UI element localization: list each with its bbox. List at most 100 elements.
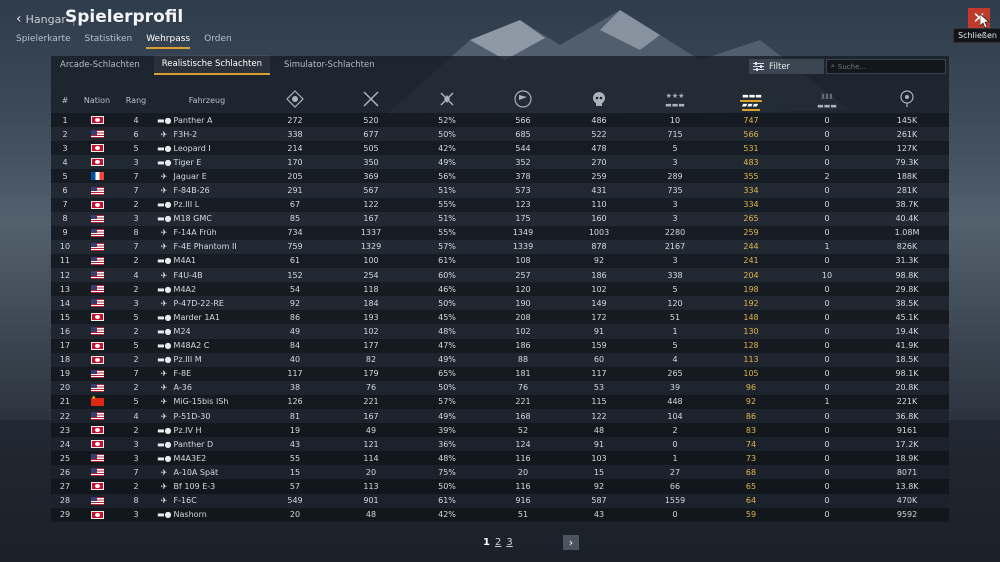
stat-cell: 108	[515, 256, 531, 266]
back-to-hangar-button[interactable]: ‹ Hangar |	[16, 11, 78, 27]
stat-cell: 50%	[438, 298, 456, 308]
col-air-kills[interactable]: ★★★ ▬▬▬	[637, 87, 713, 113]
col-earnings[interactable]	[865, 87, 949, 113]
row-number: 26	[59, 467, 71, 477]
stat-cell: 114	[363, 453, 379, 463]
tab-realistic[interactable]: Realistische Schlachten	[153, 55, 270, 75]
table-row[interactable]: 8 3 ▬● M18 GMC 85 167 51% 175 160 3 265 0 40.4K	[51, 211, 949, 226]
stat-cell: 478	[591, 143, 607, 153]
page-1[interactable]: 1	[483, 537, 490, 548]
page-3[interactable]: 3	[506, 537, 513, 548]
jet-icon: ✈	[160, 171, 168, 181]
nation-cell	[79, 479, 115, 493]
tab-spielerkarte[interactable]: Spielerkarte	[16, 34, 71, 44]
table-row[interactable]: 28 8 ✈ F-16C 549 901 61% 916 587 1559 64 0 470K	[51, 493, 949, 508]
row-number: 11	[59, 256, 71, 266]
nation-cell	[79, 226, 115, 240]
table-row[interactable]: 14 3 ✈ P-47D-22-RE 92 184 50% 190 149 120 192 0 38.…	[51, 296, 949, 311]
table-row[interactable]: 19 7 ✈ F-8E 117 179 65% 181 117 265 105 0 98.1K	[51, 366, 949, 381]
tab-wehrpass[interactable]: Wehrpass	[146, 34, 191, 49]
table-row[interactable]: 24 3 ▬● Panther D 43 121 36% 124 91 0 74 0 17.2K	[51, 437, 949, 452]
table-row[interactable]: 7 2 ▬● Pz.III L 67 122 55% 123 110 3 334 0 38.7K	[51, 197, 949, 212]
jet-icon: ✈	[160, 397, 168, 407]
vehicle-name: F-8E	[173, 369, 192, 379]
stat-cell: 65	[745, 481, 757, 491]
table-row[interactable]: 1 4 ▬● Panther A 272 520 52% 566 486 10 747 0 145K	[51, 113, 949, 128]
col-vehicle[interactable]: Fahrzeug	[188, 95, 226, 105]
stat-cell: 1337	[360, 228, 382, 238]
stat-cell: 0	[824, 510, 830, 520]
col-deaths[interactable]	[561, 87, 637, 113]
vehicle-cell: ▬● Nashorn	[157, 508, 257, 522]
tab-simulator[interactable]: Simulator-Schlachten	[284, 60, 375, 70]
ground-kills-icon: ▬▬▬ ▰▰▰	[740, 92, 762, 111]
next-page-button[interactable]: ›	[563, 535, 579, 550]
table-row[interactable]: 23 2 ▬● Pz.IV H 19 49 39% 52 48 2 83 0 9161	[51, 423, 949, 438]
nation-cell	[79, 395, 115, 409]
nation-cell	[79, 494, 115, 508]
table-row[interactable]: 5 7 ✈ Jaguar E 205 369 56% 378 259 289 355 2 188K	[51, 169, 949, 184]
table-row[interactable]: 18 2 ▬● Pz.III M 40 82 49% 88 60 4 113 0 18.5K	[51, 352, 949, 367]
col-respawns[interactable]	[257, 87, 333, 113]
page-2[interactable]: 2	[494, 537, 502, 548]
stat-cell: 1003	[588, 228, 610, 238]
vehicle-cell: ✈ F-4E Phantom II	[157, 240, 257, 254]
table-row[interactable]: 22 4 ✈ P-51D-30 81 167 49% 168 122 104 86 0 36.8K	[51, 408, 949, 424]
col-naval-kills[interactable]: ⫫⫫⫫ ▬▬▬	[789, 87, 865, 113]
filter-button[interactable]: Filter	[749, 59, 824, 74]
back-label: Hangar	[25, 12, 66, 26]
tab-statistiken[interactable]: Statistiken	[84, 34, 133, 44]
table-row[interactable]: 9 8 ✈ F-14A Früh 734 1337 55% 1349 1003 2280 259 0…	[51, 225, 949, 240]
stat-cell: 18.9K	[895, 453, 919, 463]
table-row[interactable]: 11 2 ▬● M4A1 61 100 61% 108 92 3 241 0 31.3K	[51, 253, 949, 269]
tab-orden[interactable]: Orden	[204, 34, 232, 44]
table-row[interactable]: 16 2 ▬● M24 49 102 48% 102 91 1 130 0 19.4K	[51, 324, 949, 339]
col-rank[interactable]: Rang	[125, 95, 147, 105]
vehicle-cell: ✈ F-8E	[157, 367, 257, 381]
row-number: 10	[59, 242, 71, 252]
table-row[interactable]: 25 3 ▬● M4A3E2 55 114 48% 116 103 1 73 0 18.9K	[51, 451, 949, 466]
vehicle-cell: ▬● Pz.III L	[157, 198, 257, 212]
table-row[interactable]: 3 5 ▬● Leopard I 214 505 42% 544 478 5 531 0 127K	[51, 141, 949, 156]
table-row[interactable]: 13 2 ▬● M4A2 54 118 46% 120 102 5 198 0 29.8K	[51, 282, 949, 297]
stat-cell: 123	[515, 200, 531, 210]
col-nation[interactable]: Nation	[83, 95, 111, 105]
table-row[interactable]: 29 3 ▬● Nashorn 20 48 42% 51 43 0 59 0 9592	[51, 507, 949, 522]
stat-cell: 0	[824, 312, 830, 322]
stat-cell: 0	[824, 298, 830, 308]
stat-cell: 65%	[438, 369, 456, 379]
table-row[interactable]: 27 2 ✈ Bf 109 E-3 57 113 50% 116 92 66 65 0 13.8K	[51, 479, 949, 494]
table-row[interactable]: 17 5 ▬● M48A2 C 84 177 47% 186 159 5 128 0 41.9K	[51, 338, 949, 353]
table-row[interactable]: 2 6 ✈ F3H-2 338 677 50% 685 522 715 566 0 261K	[51, 127, 949, 142]
stat-cell: 41.9K	[895, 341, 919, 351]
stat-cell: 36%	[438, 439, 456, 449]
table-row[interactable]: 10 7 ✈ F-4E Phantom II 759 1329 57% 1339 878 216…	[51, 239, 949, 254]
tank-icon: ▬●	[157, 439, 172, 449]
table-row[interactable]: 15 5 ▬● Marder 1A1 86 193 45% 208 172 51 148 0 45.1…	[51, 310, 949, 325]
col-ground-kills[interactable]: ▬▬▬ ▰▰▰	[713, 87, 789, 113]
stat-cell: 167	[363, 411, 379, 421]
table-row[interactable]: 20 2 ✈ A-36 38 76 50% 76 53 39 96 0 20.8K	[51, 380, 949, 395]
stat-cell: 102	[591, 284, 607, 294]
stat-cell: 281K	[896, 186, 918, 196]
stat-cell: 338	[667, 270, 683, 280]
stat-cell: 369	[363, 171, 379, 181]
rank-cell: 7	[133, 369, 139, 379]
stat-cell: 272	[287, 115, 303, 125]
stat-cell: 0	[824, 129, 830, 139]
table-row[interactable]: 4 3 ▬● Tiger E 170 350 49% 352 270 3 483 0 79.3K	[51, 155, 949, 170]
search-input[interactable]	[837, 62, 938, 71]
col-battles[interactable]	[333, 87, 409, 113]
col-victories[interactable]	[409, 87, 485, 113]
table-row[interactable]: 26 7 ✈ A-10A Spät 15 20 75% 20 15 27 68 0 8071	[51, 465, 949, 480]
de-flag-icon	[90, 116, 104, 125]
stat-cell: 531	[743, 143, 759, 153]
stat-cell: 15	[289, 467, 301, 477]
col-number[interactable]: #	[61, 95, 69, 105]
col-missions[interactable]	[485, 87, 561, 113]
table-row[interactable]: 6 7 ✈ F-84B-26 291 567 51% 573 431 735 334 0 281K	[51, 183, 949, 198]
table-row[interactable]: 21 5 ✈ MiG-15bis ISh 126 221 57% 221 115 448 92 1 2…	[51, 394, 949, 409]
table-row[interactable]: 12 4 ✈ F4U-4B 152 254 60% 257 186 338 204 10 98.8K	[51, 268, 949, 283]
stat-cell: 86	[745, 411, 757, 421]
tab-arcade[interactable]: Arcade-Schlachten	[60, 60, 140, 70]
